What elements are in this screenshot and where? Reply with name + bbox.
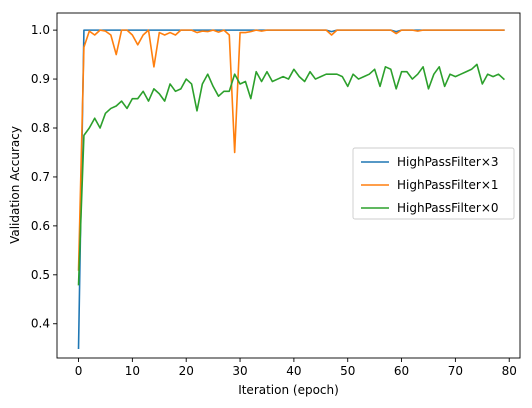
legend-entries: HighPassFilter×3 HighPassFilter×1 HighPass…: [361, 155, 499, 215]
y-tick-label: 0.6: [31, 219, 50, 233]
x-tick-label: 70: [448, 364, 463, 378]
x-tick-label: 80: [502, 364, 517, 378]
y-ticks: 0.4 0.5 0.6 0.7 0.8 0.9 1.0: [31, 23, 57, 331]
y-tick-label: 1.0: [31, 23, 50, 37]
x-tick-label: 30: [232, 364, 247, 378]
x-ticks: 0 10 20 30 40 50 60 70 80: [75, 358, 517, 378]
x-tick-label: 0: [75, 364, 83, 378]
y-tick-label: 0.8: [31, 121, 50, 135]
x-tick-label: 10: [125, 364, 140, 378]
series-line-1: [77, 29, 505, 271]
legend-box: [352, 147, 515, 220]
x-tick-label: 40: [286, 364, 301, 378]
y-tick-label: 0.9: [31, 72, 50, 86]
y-tick-label: 0.5: [31, 268, 50, 282]
legend-label-2: HighPassFilter×0: [397, 201, 499, 215]
legend: HighPassFilter×3 HighPassFilter×1 HighPass…: [352, 147, 515, 220]
legend-label-1: HighPassFilter×1: [397, 178, 499, 192]
series-line-2: [77, 63, 505, 286]
y-tick-label: 0.7: [31, 170, 50, 184]
x-axis-label: Iteration (epoch): [238, 383, 339, 397]
x-tick-label: 20: [179, 364, 194, 378]
y-axis-label: Validation Accuracy: [8, 126, 22, 244]
y-tick-label: 0.4: [31, 317, 50, 331]
x-tick-label: 50: [340, 364, 355, 378]
series-layer: [77, 29, 505, 350]
x-tick-label: 60: [394, 364, 409, 378]
legend-label-0: HighPassFilter×3: [397, 155, 499, 169]
